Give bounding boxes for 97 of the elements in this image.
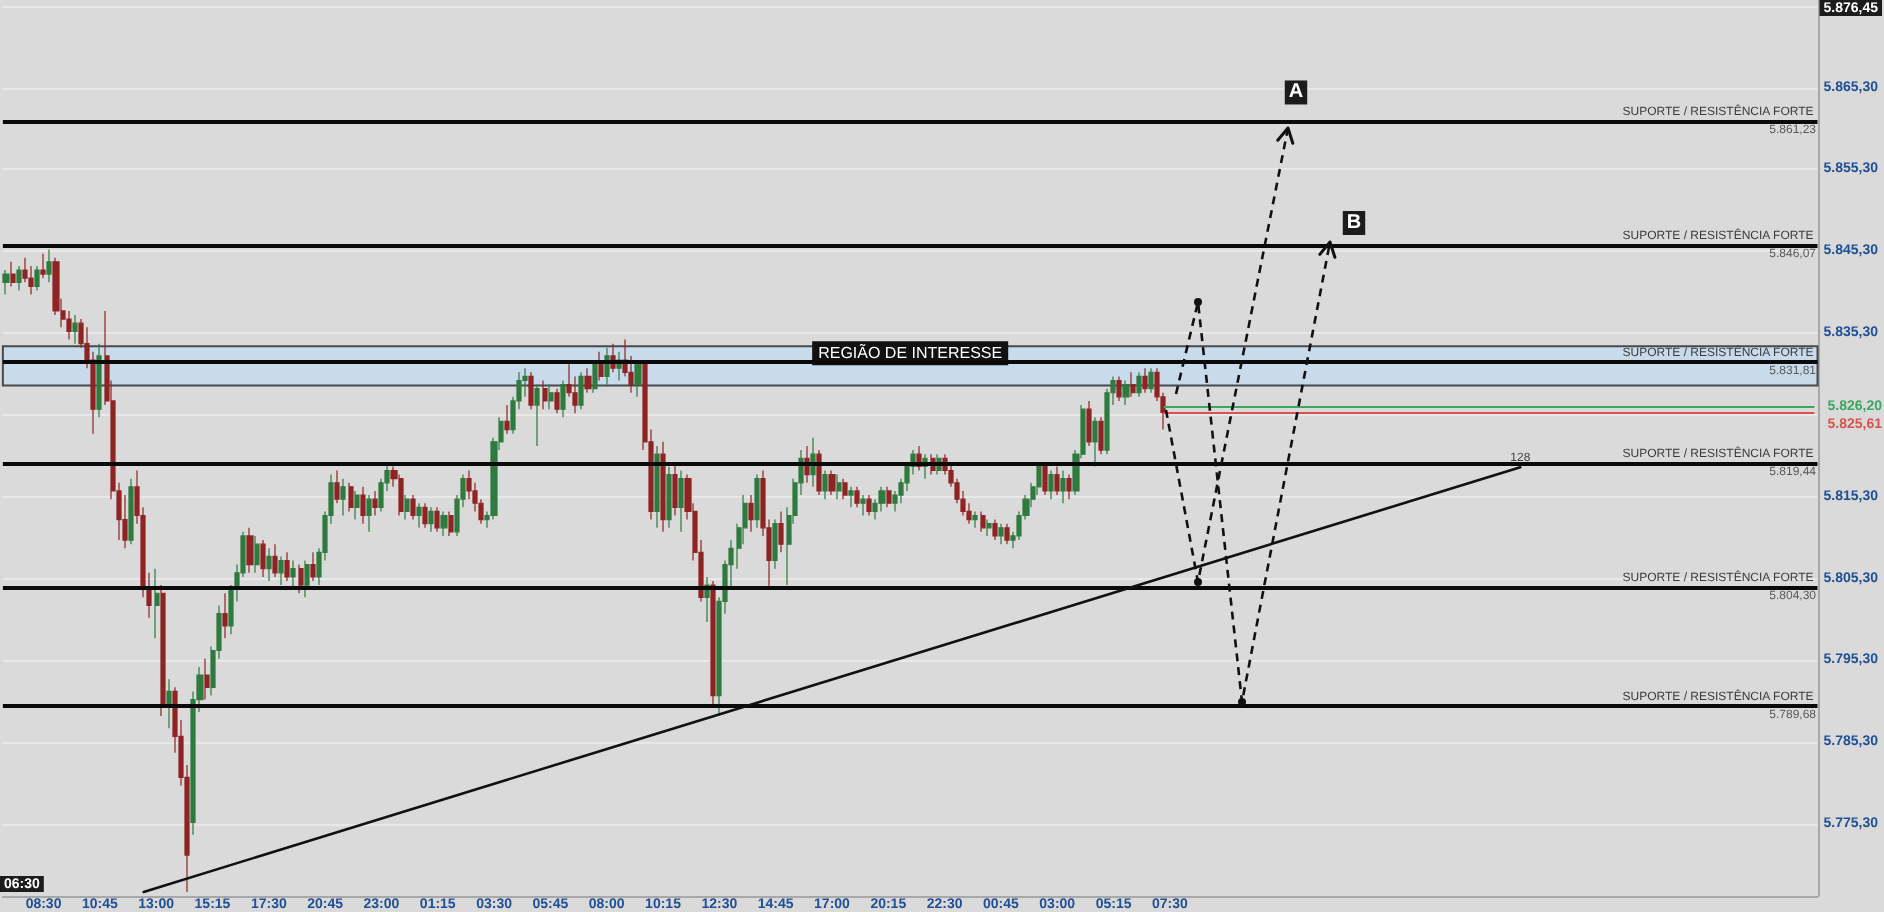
- candlestick: [284, 551, 290, 582]
- candlestick: [1116, 375, 1122, 402]
- candlestick: [654, 445, 660, 529]
- candlestick: [416, 502, 422, 529]
- candlestick: [72, 314, 78, 345]
- candlestick: [828, 469, 836, 496]
- candlestick: [1048, 469, 1054, 500]
- candlestick: [822, 469, 828, 500]
- candlestick: [866, 494, 872, 517]
- candlestick: [678, 469, 684, 533]
- candlestick: [28, 265, 34, 296]
- candlestick: [272, 543, 278, 578]
- candlestick: [992, 519, 998, 541]
- candlestick: [266, 547, 272, 582]
- candlestick: [1066, 473, 1072, 500]
- candlestick: [2, 269, 10, 296]
- candlestick: [986, 519, 992, 537]
- candlestick: [1042, 461, 1048, 496]
- candlestick: [222, 592, 228, 639]
- candlestick: [410, 494, 416, 521]
- annotation: A: [1288, 81, 1304, 104]
- candlestick: [1136, 371, 1142, 398]
- candlestick: [972, 510, 978, 529]
- candlestick: [1092, 416, 1098, 468]
- candlestick: [1142, 367, 1148, 394]
- candlestick: [772, 519, 778, 570]
- candlestick: [528, 371, 534, 410]
- candlestick: [260, 539, 266, 578]
- candlestick: [534, 383, 540, 447]
- candlestick: [542, 379, 548, 410]
- candlestick: [878, 486, 886, 513]
- candlestick: [554, 388, 560, 414]
- candlestick: [154, 568, 160, 639]
- candlestick: [848, 486, 854, 508]
- candlestick: [310, 551, 316, 582]
- candlestick: [672, 461, 678, 517]
- candlestick: [40, 253, 46, 279]
- candlestick: [34, 265, 40, 292]
- candlestick: [422, 502, 428, 529]
- candlestick: [1054, 465, 1060, 496]
- candlestick: [128, 478, 134, 545]
- candlestick: [440, 510, 448, 537]
- candlestick: [428, 506, 434, 533]
- candlestick: [334, 469, 340, 504]
- candlestick: [254, 535, 260, 574]
- candlestick: [548, 383, 554, 410]
- candlestick: [860, 494, 866, 517]
- candlestick: [366, 494, 372, 533]
- candlestick: [754, 473, 760, 529]
- candlestick: [46, 248, 52, 283]
- candlestick: [10, 261, 16, 287]
- candlestick: [204, 658, 210, 701]
- candlestick: [1130, 371, 1136, 398]
- candlestick: [584, 367, 592, 394]
- candlestick: [278, 555, 284, 586]
- annotation: B: [1346, 212, 1362, 235]
- candlestick: [354, 490, 360, 521]
- candlestick: [404, 494, 410, 521]
- candlestick: [340, 478, 346, 517]
- candlestick: [1004, 523, 1010, 545]
- candlestick: [748, 494, 754, 533]
- candlestick: [360, 486, 366, 525]
- candlestick: [448, 510, 454, 537]
- candlestick: [854, 486, 860, 508]
- candlestick: [1148, 367, 1154, 394]
- candlestick: [398, 473, 404, 517]
- candlestick: [16, 265, 22, 292]
- candlestick: [1122, 379, 1130, 406]
- band-label: REGIÃO DE INTERESSE: [818, 342, 1003, 363]
- candlestick: [96, 343, 102, 418]
- candlestick: [290, 559, 296, 590]
- candlestick: [160, 584, 166, 717]
- candlestick: [634, 359, 642, 398]
- candlestick: [592, 359, 598, 394]
- candlestick: [304, 559, 310, 598]
- candlestick: [842, 478, 848, 500]
- candlestick: [504, 404, 510, 435]
- candlestick: [998, 523, 1004, 545]
- candlestick: [246, 527, 254, 574]
- candlestick: [980, 510, 986, 533]
- candlestick: [666, 465, 672, 529]
- candlestick: [1060, 469, 1066, 504]
- candlestick: [434, 506, 440, 533]
- candlestick: [372, 490, 378, 517]
- candlestick: [578, 371, 584, 410]
- candlestick: [598, 351, 604, 382]
- candlestick: [166, 678, 172, 729]
- candlestick: [560, 379, 566, 418]
- candlestick: [886, 486, 892, 508]
- candlestick: [298, 564, 304, 594]
- candlestick: [778, 510, 784, 553]
- candlestick: [710, 580, 716, 709]
- candlestick: [836, 473, 842, 500]
- candlestick: [1098, 416, 1104, 455]
- candlestick: [1086, 400, 1092, 447]
- candlestick: [348, 482, 354, 513]
- candlestick: [660, 441, 666, 533]
